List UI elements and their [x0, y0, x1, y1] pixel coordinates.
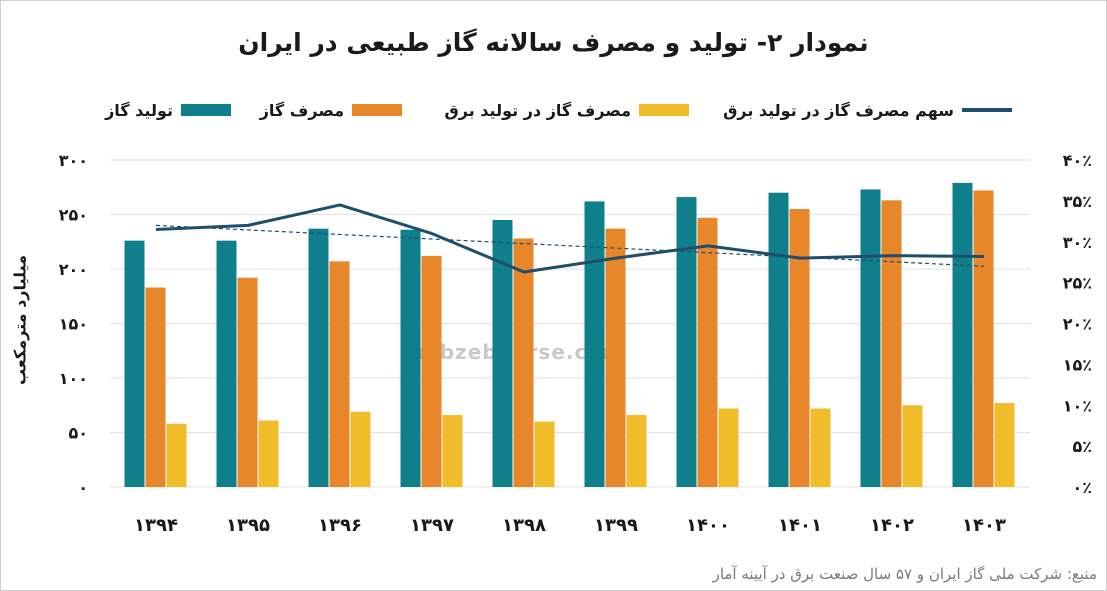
- chart-title: نمودار ۲- تولید و مصرف سالانه گاز طبیعی …: [238, 28, 869, 57]
- x-tick-label: ۱۴۰۳: [962, 515, 1006, 536]
- bar-consumption: [421, 255, 442, 487]
- y-tick-label: ۲۰۰: [59, 260, 88, 279]
- bar-consumption: [513, 238, 534, 487]
- trend-line: [155, 224, 985, 267]
- legend-consumption-label: مصرف گاز: [259, 100, 344, 120]
- bar-power: [442, 415, 463, 487]
- bar-consumption: [973, 190, 994, 487]
- y2-tick-label: ۵٪: [1072, 437, 1092, 456]
- legend-consumption: مصرف گاز: [260, 98, 402, 122]
- bar-power: [718, 408, 739, 487]
- y2-tick-label: ۴۰٪: [1063, 151, 1092, 170]
- bar-power: [350, 411, 371, 487]
- bar-consumption: [237, 277, 258, 487]
- legend-share-line: [962, 108, 1012, 112]
- bar-production: [584, 201, 605, 488]
- bar-power: [534, 421, 555, 487]
- x-tick-label: ۱۳۹۵: [226, 515, 270, 536]
- y-tick-label: ۱۵۰: [59, 315, 88, 334]
- legend-share: سهم مصرف گاز در تولید برق: [723, 98, 1012, 122]
- y2-tick-label: ۱۰٪: [1063, 396, 1092, 415]
- legend-production-label: تولید گاز: [105, 100, 173, 120]
- share-line: [155, 203, 985, 274]
- bar-power: [626, 415, 647, 487]
- bar-production: [216, 240, 237, 487]
- x-tick-label: ۱۴۰۰: [686, 515, 730, 536]
- x-tick-label: ۱۳۹۷: [410, 515, 454, 536]
- legend-power-label: مصرف گاز در تولید برق: [444, 100, 631, 120]
- bar-consumption: [789, 209, 810, 488]
- bar-power: [994, 403, 1015, 487]
- x-tick-label: ۱۳۹۴: [134, 515, 178, 536]
- source-note: منبع: شرکت ملی گاز ایران و ۵۷ سال صنعت ب…: [712, 565, 1097, 583]
- y2-tick-label: ۳۵٪: [1063, 192, 1092, 211]
- y-tick-label: ۲۵۰: [59, 206, 88, 225]
- bar-consumption: [697, 217, 718, 487]
- legend-consumption-swatch: [352, 104, 402, 116]
- y-tick-label: ۱۰۰: [59, 369, 88, 388]
- x-tick-label: ۱۴۰۱: [778, 515, 822, 536]
- bar-power: [166, 423, 187, 487]
- bar-power: [258, 420, 279, 487]
- y2-tick-label: ۲۵٪: [1063, 274, 1092, 293]
- bar-production: [492, 219, 513, 487]
- bar-production: [400, 229, 421, 487]
- bar-production: [308, 228, 329, 488]
- bar-consumption: [881, 200, 902, 487]
- x-tick-label: ۱۳۹۹: [594, 515, 638, 536]
- bar-consumption: [605, 228, 626, 488]
- y-tick-label: ۳۰۰: [59, 151, 88, 170]
- bar-production: [124, 240, 145, 487]
- x-tick-label: ۱۴۰۲: [870, 515, 914, 536]
- bar-consumption: [145, 287, 166, 487]
- legend-power-swatch: [639, 104, 689, 116]
- x-tick-label: ۱۳۹۸: [502, 515, 546, 536]
- bar-production: [768, 192, 789, 487]
- bar-production: [676, 197, 697, 487]
- bar-production: [952, 182, 973, 487]
- y-tick-label: ۵۰: [68, 424, 88, 443]
- legend-power: مصرف گاز در تولید برق: [444, 98, 689, 122]
- y2-tick-label: ۱۵٪: [1063, 355, 1092, 374]
- legend-production-swatch: [181, 104, 231, 116]
- bar-power: [810, 408, 831, 487]
- legend-production: تولید گاز: [105, 98, 231, 122]
- y2-tick-label: ۰٪: [1072, 478, 1092, 497]
- legend-share-label: سهم مصرف گاز در تولید برق: [723, 100, 954, 120]
- y-tick-label: ۰: [78, 478, 88, 497]
- bar-production: [860, 189, 881, 487]
- y2-tick-label: ۳۰٪: [1063, 233, 1092, 252]
- x-tick-label: ۱۳۹۶: [318, 515, 362, 536]
- bar-consumption: [329, 261, 350, 487]
- bar-power: [902, 405, 923, 487]
- y2-tick-label: ۲۰٪: [1063, 315, 1092, 334]
